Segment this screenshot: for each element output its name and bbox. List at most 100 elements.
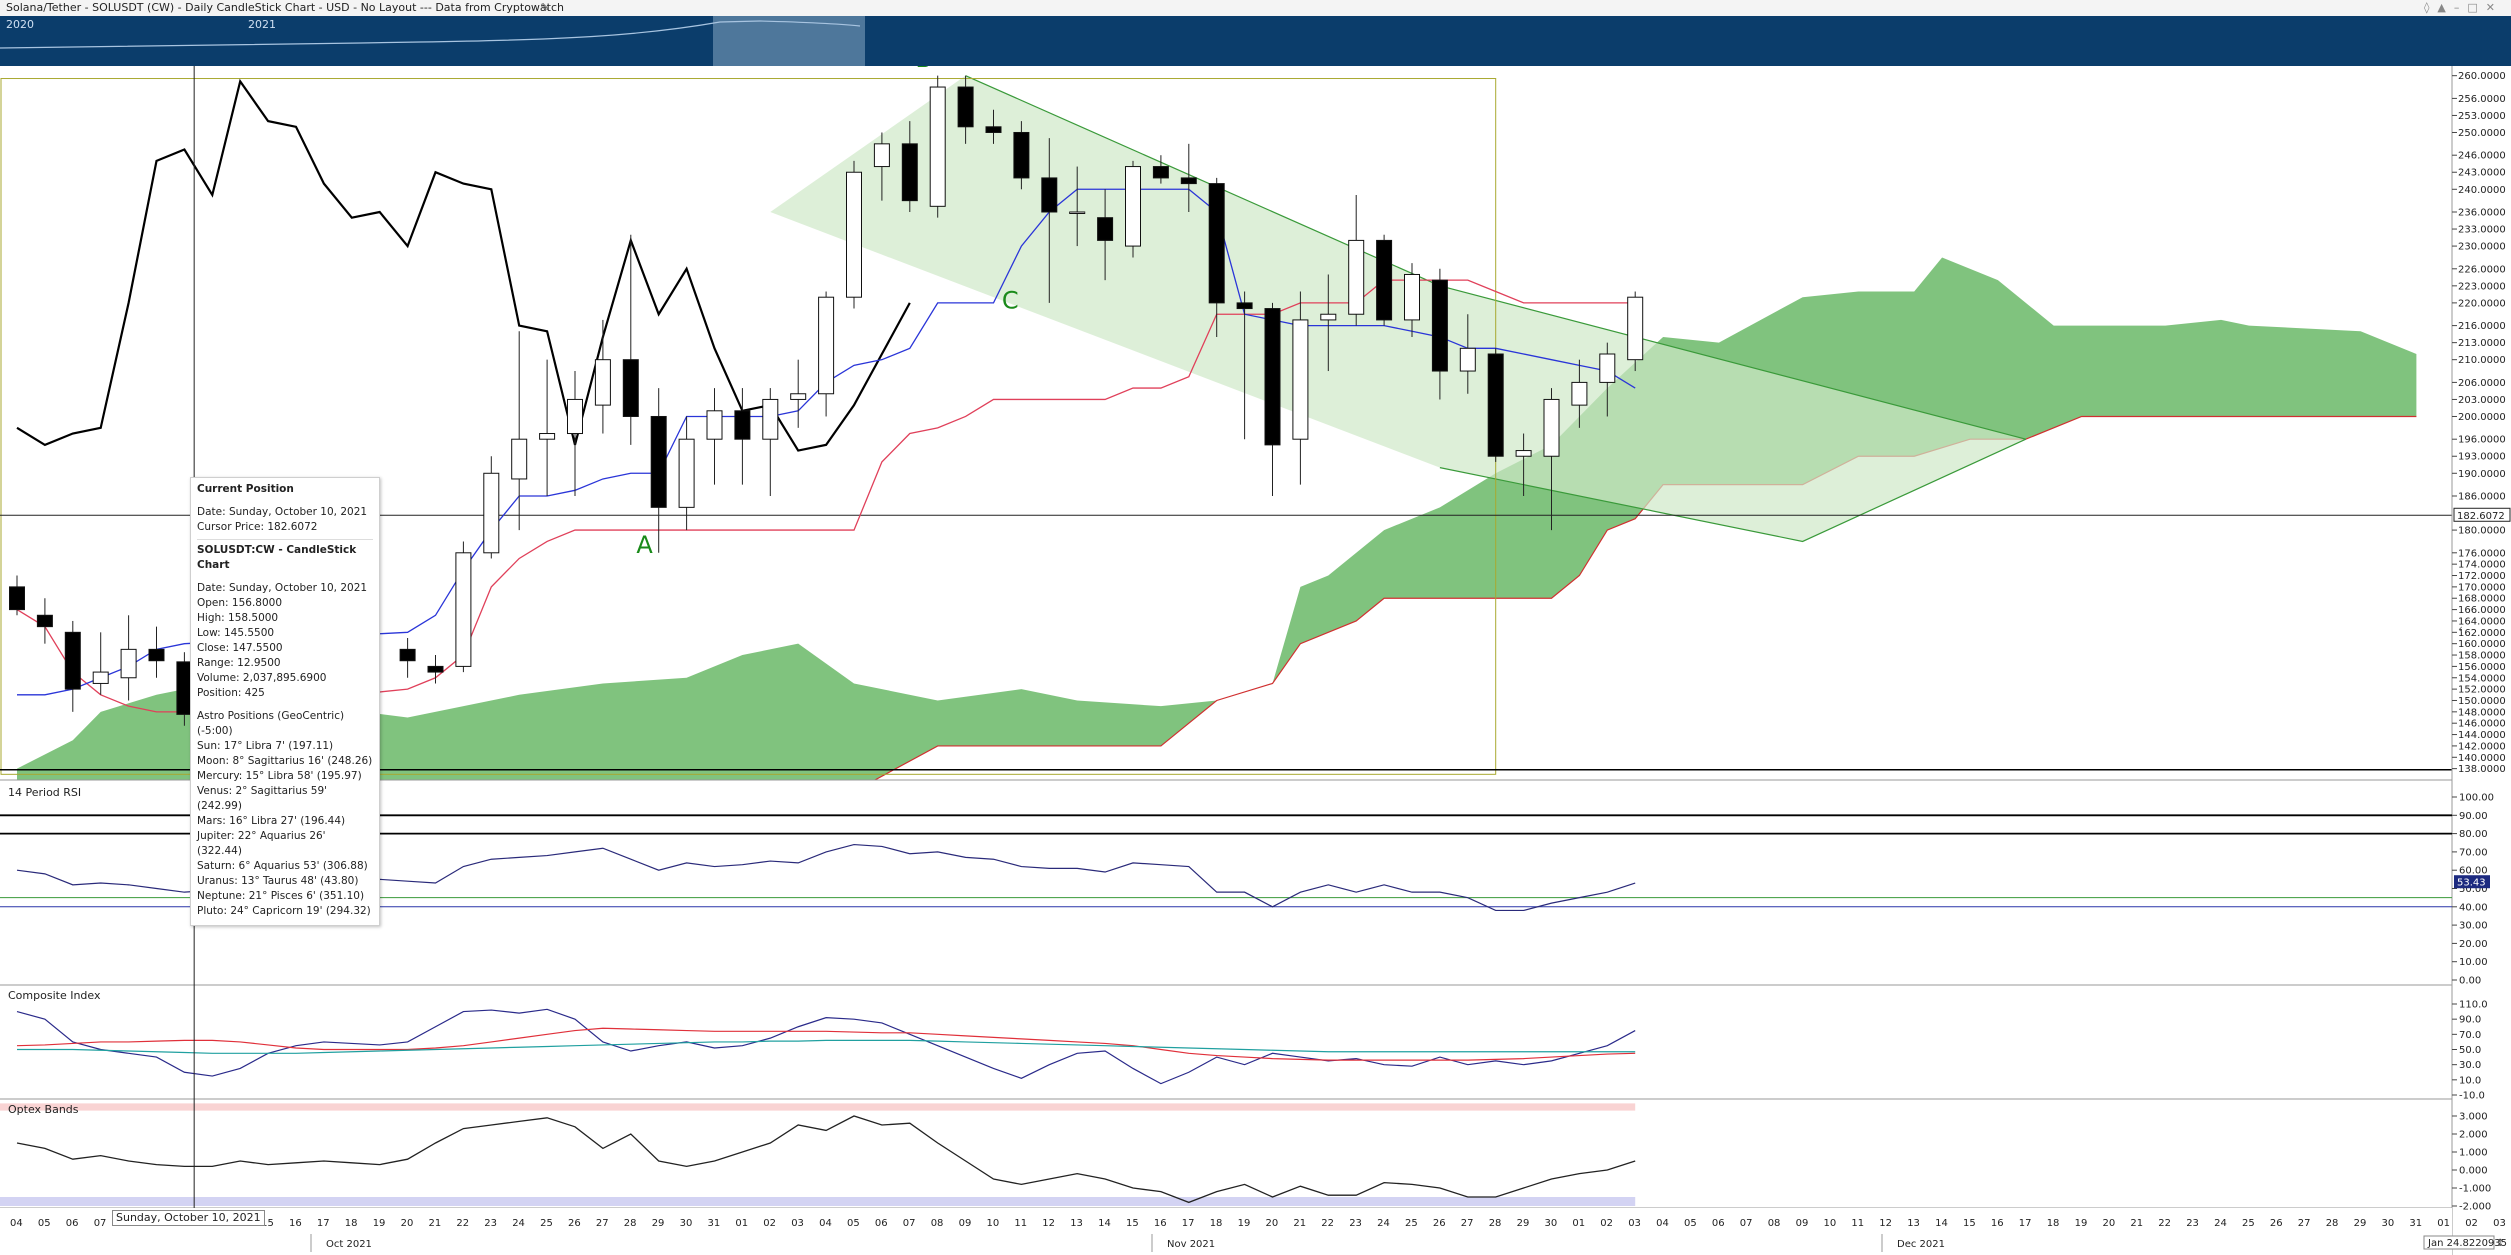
price-tick-label: 172.0000 xyxy=(2458,571,2506,582)
candle xyxy=(1125,160,1141,258)
pencil-icon[interactable]: ✎ xyxy=(540,1,550,14)
right-axis xyxy=(2452,66,2511,1255)
composite-tick-label: 90.0 xyxy=(2459,1015,2481,1026)
candle-body xyxy=(1041,177,1058,213)
price-tick-label: 174.0000 xyxy=(2458,560,2506,571)
tooltip-astro-saturn: Saturn: 6° Aquarius 53' (306.88) xyxy=(197,860,368,872)
date-tick-label: 15 xyxy=(261,1218,274,1229)
composite-tick-label: 70.0 xyxy=(2459,1030,2481,1041)
date-tick-label: 07 xyxy=(1740,1218,1753,1229)
overview-year-2020: 2020 xyxy=(6,18,34,31)
price-tick-label: 164.0000 xyxy=(2458,616,2506,627)
candle-body xyxy=(148,648,165,662)
optex-tick-label: 1.000 xyxy=(2459,1148,2488,1159)
date-tick-label: 15 xyxy=(1126,1218,1139,1229)
tooltip-high: High: 158.5000 xyxy=(197,612,279,624)
candle xyxy=(957,75,974,144)
wave-label-c: C xyxy=(1002,287,1019,315)
composite-tick-label: -10.0 xyxy=(2459,1091,2485,1102)
date-tick-label: 02 xyxy=(1600,1218,1613,1229)
candle-body xyxy=(1571,381,1588,406)
price-tick-label: 160.0000 xyxy=(2458,639,2506,650)
cursor-price-label: 182.6072 xyxy=(2457,511,2505,522)
price-tick-label: 148.0000 xyxy=(2458,707,2506,718)
date-tick-label: 30 xyxy=(680,1218,693,1229)
price-tick-label: 152.0000 xyxy=(2458,685,2506,696)
date-tick-label: 12 xyxy=(1879,1218,1892,1229)
candle-body xyxy=(1208,183,1225,304)
date-tick-label: 31 xyxy=(708,1218,721,1229)
date-tick-label: 15 xyxy=(1963,1218,1976,1229)
rsi-panel-label: 14 Period RSI xyxy=(8,786,82,799)
candle xyxy=(1208,177,1225,337)
candle xyxy=(1013,121,1030,190)
cursor-tooltip: Current Position Date: Sunday, October 1… xyxy=(190,477,380,926)
candle xyxy=(1292,291,1309,485)
candle xyxy=(1236,291,1253,440)
tenkan-sen xyxy=(17,188,1636,696)
date-tick-label: 25 xyxy=(540,1218,553,1229)
candle-body xyxy=(9,586,25,611)
price-tick-label: 260.0000 xyxy=(2458,71,2506,82)
price-tick-label: 243.0000 xyxy=(2458,168,2506,179)
date-tick-label: 04 xyxy=(819,1218,832,1229)
candle xyxy=(873,132,890,201)
window-controls[interactable]: ◊▲–□✕ xyxy=(2423,1,2503,14)
overview-navigator[interactable]: 2020 2021 xyxy=(0,16,2511,66)
candle xyxy=(901,121,918,212)
chart-canvas[interactable]: A B C 138.0000140.0000142.0000144.0000146.0… xyxy=(0,66,2511,1255)
candle xyxy=(1599,342,1616,417)
price-tick-label: 256.0000 xyxy=(2458,94,2506,105)
wave-label-b: B xyxy=(915,66,931,73)
candle-body xyxy=(1125,166,1141,247)
candle-body xyxy=(901,143,918,202)
candle-body xyxy=(399,648,416,662)
candle xyxy=(706,388,723,485)
date-tick-label: 06 xyxy=(66,1218,79,1229)
candle xyxy=(1180,143,1197,212)
date-tick-label: 19 xyxy=(1238,1218,1251,1229)
candle-body xyxy=(1236,302,1253,310)
date-tick-label: 01 xyxy=(1572,1218,1585,1229)
date-tick-label: 09 xyxy=(1796,1218,1809,1229)
candle xyxy=(762,388,779,496)
last-date-box xyxy=(2423,1235,2495,1250)
candle-body xyxy=(846,171,862,298)
candle xyxy=(1431,268,1448,400)
candle-body xyxy=(455,552,472,667)
tooltip-chart-heading: SOLUSDT:CW - CandleStick Chart xyxy=(197,544,357,571)
date-tick-label: 19 xyxy=(373,1218,386,1229)
tooltip-astro-uranus: Uranus: 13° Taurus 48' (43.80) xyxy=(197,875,359,887)
tooltip-astro-mars: Mars: 16° Libra 27' (196.44) xyxy=(197,815,346,827)
candle xyxy=(120,615,137,701)
candle-body xyxy=(483,472,500,554)
date-tick-label: 21 xyxy=(429,1218,442,1229)
candle-body xyxy=(678,438,695,508)
candle-body xyxy=(427,665,444,673)
rsi-tick-label: 100.00 xyxy=(2459,793,2494,804)
price-tick-label: 180.0000 xyxy=(2458,526,2506,537)
date-tick-label: 23 xyxy=(484,1218,497,1229)
candle xyxy=(929,75,946,218)
candle xyxy=(678,416,695,531)
candle xyxy=(1069,166,1086,247)
rsi-tick-label: 80.00 xyxy=(2459,829,2488,840)
tooltip-astro-moon: Moon: 8° Sagittarius 16' (248.26) xyxy=(197,755,373,767)
price-tick-label: 176.0000 xyxy=(2458,548,2506,559)
date-tick-label: 14 xyxy=(1098,1218,1111,1229)
title-bar: Solana/Tether - SOLUSDT (CW) - Daily Can… xyxy=(0,0,2511,17)
rsi-tick-label: 90.00 xyxy=(2459,811,2488,822)
price-tick-label: 156.0000 xyxy=(2458,662,2506,673)
price-tick-label: 186.0000 xyxy=(2458,492,2506,503)
candle xyxy=(148,626,165,678)
date-tick-label: 08 xyxy=(1768,1218,1781,1229)
price-tick-label: 196.0000 xyxy=(2458,435,2506,446)
date-tick-label: 22 xyxy=(456,1218,469,1229)
candle-body xyxy=(1627,296,1644,361)
price-tick-label: 170.0000 xyxy=(2458,582,2506,593)
cursor-date-label: Sunday, October 10, 2021 xyxy=(112,1210,265,1226)
candle xyxy=(1264,302,1281,496)
date-tick-label: 27 xyxy=(596,1218,609,1229)
candle xyxy=(734,388,751,485)
date-tick-label: 31 xyxy=(2409,1218,2422,1229)
